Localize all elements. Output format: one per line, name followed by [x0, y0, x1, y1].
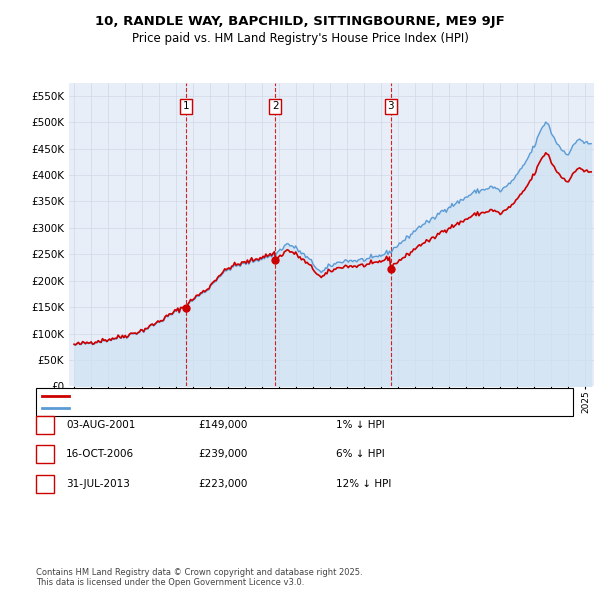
Text: 1% ↓ HPI: 1% ↓ HPI [336, 420, 385, 430]
Text: £149,000: £149,000 [198, 420, 247, 430]
Text: 31-JUL-2013: 31-JUL-2013 [66, 479, 130, 489]
Text: 16-OCT-2006: 16-OCT-2006 [66, 450, 134, 459]
Text: 10, RANDLE WAY, BAPCHILD, SITTINGBOURNE, ME9 9JF (detached house): 10, RANDLE WAY, BAPCHILD, SITTINGBOURNE,… [73, 391, 431, 401]
Text: 12% ↓ HPI: 12% ↓ HPI [336, 479, 391, 489]
Text: 1: 1 [183, 101, 190, 112]
Text: 3: 3 [388, 101, 394, 112]
Text: Contains HM Land Registry data © Crown copyright and database right 2025.
This d: Contains HM Land Registry data © Crown c… [36, 568, 362, 587]
Text: £223,000: £223,000 [198, 479, 247, 489]
Text: Price paid vs. HM Land Registry's House Price Index (HPI): Price paid vs. HM Land Registry's House … [131, 32, 469, 45]
Text: 6% ↓ HPI: 6% ↓ HPI [336, 450, 385, 459]
Text: £239,000: £239,000 [198, 450, 247, 459]
Text: 3: 3 [41, 479, 49, 489]
Text: 2: 2 [41, 450, 49, 459]
Text: 1: 1 [41, 420, 49, 430]
Text: HPI: Average price, detached house, Swale: HPI: Average price, detached house, Swal… [73, 403, 283, 413]
Text: 2: 2 [272, 101, 278, 112]
Text: 03-AUG-2001: 03-AUG-2001 [66, 420, 136, 430]
Text: 10, RANDLE WAY, BAPCHILD, SITTINGBOURNE, ME9 9JF: 10, RANDLE WAY, BAPCHILD, SITTINGBOURNE,… [95, 15, 505, 28]
